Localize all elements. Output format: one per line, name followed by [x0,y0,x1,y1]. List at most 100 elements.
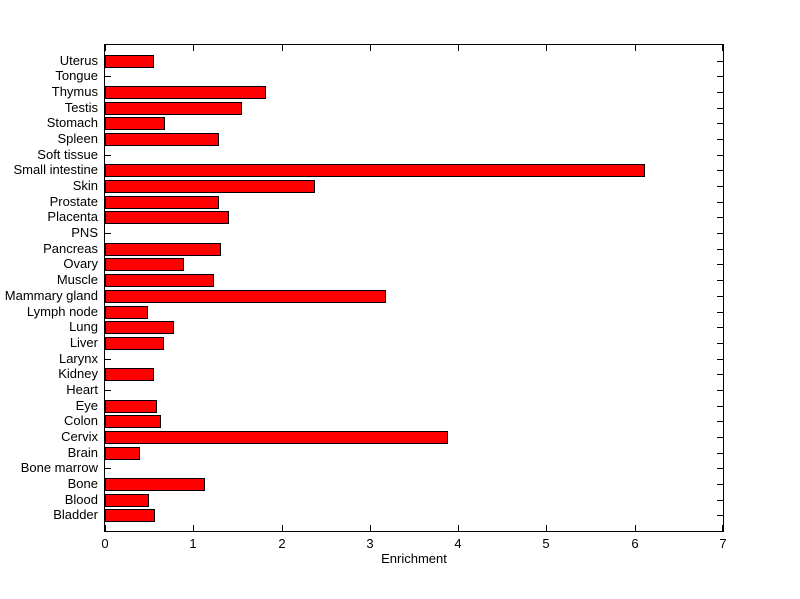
y-tick-right [717,249,723,250]
x-tick-label: 7 [719,536,727,551]
x-tick-label: 1 [189,536,197,551]
bar-blood [105,494,149,507]
x-tick-label: 0 [101,536,109,551]
x-tick-top [635,45,636,51]
bar-bone [105,478,205,491]
bar-placenta [105,211,229,224]
category-label: Brain [67,445,98,460]
bar-thymus [105,86,266,99]
x-tick-bottom [105,525,106,531]
y-tick-right [717,217,723,218]
bar-uterus [105,55,154,68]
bar-spleen [105,133,219,146]
y-tick-left [105,468,111,469]
bar-bladder [105,509,155,522]
category-label: Testis [64,100,98,115]
x-tick-label: 6 [631,536,639,551]
y-tick-right [717,76,723,77]
x-tick-bottom [546,525,547,531]
bar-stomach [105,117,165,130]
x-tick-bottom [282,525,283,531]
bar-prostate [105,196,219,209]
category-label: Kidney [58,366,98,381]
category-label: Bone [67,476,98,491]
y-tick-right [717,264,723,265]
y-tick-left [105,233,111,234]
bar-liver [105,337,164,350]
category-label: Eye [75,398,98,413]
category-label: Larynx [58,351,98,366]
bar-lung [105,321,174,334]
y-tick-right [717,437,723,438]
category-label: Spleen [57,131,98,146]
x-tick-label: 5 [542,536,550,551]
bar-eye [105,400,157,413]
y-tick-right [717,123,723,124]
y-tick-right [717,108,723,109]
x-tick-top [722,45,723,51]
bar-small-intestine [105,164,645,177]
x-tick-bottom [370,525,371,531]
category-label: Lymph node [26,304,98,319]
y-tick-right [717,233,723,234]
y-tick-right [717,468,723,469]
category-label: Placenta [47,209,98,224]
category-label: Lung [69,319,98,334]
y-tick-right [717,515,723,516]
category-label: Mammary gland [4,288,98,303]
x-tick-bottom [722,525,723,531]
x-tick-label: 4 [454,536,462,551]
category-label: PNS [71,225,98,240]
y-tick-right [717,92,723,93]
category-label: Pancreas [43,241,98,256]
x-tick-label: 3 [366,536,374,551]
category-label: Prostate [49,194,98,209]
y-tick-left [105,359,111,360]
x-axis-title: Enrichment [381,551,447,566]
category-label: Small intestine [13,162,98,177]
bar-cervix [105,431,448,444]
y-tick-right [717,390,723,391]
category-label: Heart [66,382,98,397]
y-tick-left [105,76,111,77]
bar-colon [105,415,161,428]
category-label: Muscle [56,272,98,287]
bar-lymph-node [105,306,148,319]
y-tick-right [717,312,723,313]
category-label: Tongue [55,68,98,83]
bar-mammary-gland [105,290,386,303]
y-tick-right [717,155,723,156]
y-tick-right [717,327,723,328]
category-label: Blood [64,492,98,507]
y-tick-right [717,500,723,501]
category-label: Soft tissue [37,147,98,162]
y-tick-right [717,202,723,203]
bar-pancreas [105,243,221,256]
y-tick-left [105,155,111,156]
x-tick-bottom [635,525,636,531]
y-tick-right [717,484,723,485]
y-tick-right [717,280,723,281]
category-label: Thymus [51,84,98,99]
x-tick-bottom [458,525,459,531]
y-tick-right [717,421,723,422]
bar-muscle [105,274,214,287]
category-label: Skin [72,178,98,193]
category-label: Uterus [59,53,98,68]
bar-testis [105,102,242,115]
x-tick-top [282,45,283,51]
x-tick-top [546,45,547,51]
x-tick-top [105,45,106,51]
y-tick-right [717,61,723,62]
category-label: Cervix [61,429,98,444]
y-tick-left [105,390,111,391]
x-tick-bottom [193,525,194,531]
y-tick-right [717,359,723,360]
y-tick-right [717,139,723,140]
y-tick-right [717,170,723,171]
category-label: Liver [69,335,98,350]
bar-skin [105,180,315,193]
category-label: Bladder [53,507,98,522]
category-label: Ovary [63,256,98,271]
